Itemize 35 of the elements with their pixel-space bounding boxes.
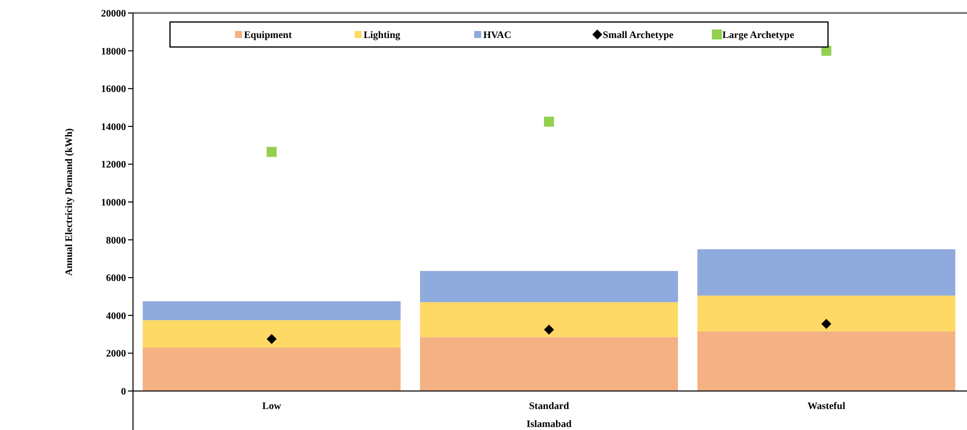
bar xyxy=(142,320,401,348)
y-tick-label: 6000 xyxy=(106,273,126,284)
point xyxy=(544,116,554,127)
point xyxy=(266,334,277,344)
point xyxy=(544,324,554,335)
bar xyxy=(697,296,956,332)
y-tick-label: 12000 xyxy=(101,160,126,171)
bar xyxy=(420,270,678,302)
bar xyxy=(142,301,401,320)
x-tick-label: Wasteful xyxy=(807,401,846,412)
point xyxy=(821,318,832,329)
y-tick-label: 4000 xyxy=(106,310,126,322)
bar xyxy=(697,249,956,296)
legend-label: HVAC xyxy=(483,30,512,41)
bar xyxy=(420,337,678,391)
y-tick-label: 0 xyxy=(121,386,126,398)
y-tick-label: 18000 xyxy=(101,46,126,58)
point xyxy=(266,146,277,157)
legend-label: Small Archetype xyxy=(602,30,674,41)
y-tick-label: 8000 xyxy=(106,235,126,246)
y-tick-label: 20000 xyxy=(101,8,126,20)
y-tick-label: 16000 xyxy=(101,84,126,96)
y-tick-label: 10000 xyxy=(101,198,126,208)
x-tick-label: Standard xyxy=(528,401,570,412)
legend-label: Large Archetype xyxy=(722,30,795,41)
legend-label: Lighting xyxy=(364,30,400,41)
bar xyxy=(420,302,678,338)
bar xyxy=(697,331,956,391)
bar xyxy=(142,348,401,391)
y-tick-label: 2000 xyxy=(106,348,126,360)
x-tick-label: Low xyxy=(262,401,282,412)
y-tick-label: 14000 xyxy=(101,122,126,133)
legend-label: Equipment xyxy=(244,30,292,41)
y-axis-title: Annual Electricity Demand (kWh) xyxy=(64,128,75,276)
x-axis-title: Islamabad xyxy=(526,419,572,430)
